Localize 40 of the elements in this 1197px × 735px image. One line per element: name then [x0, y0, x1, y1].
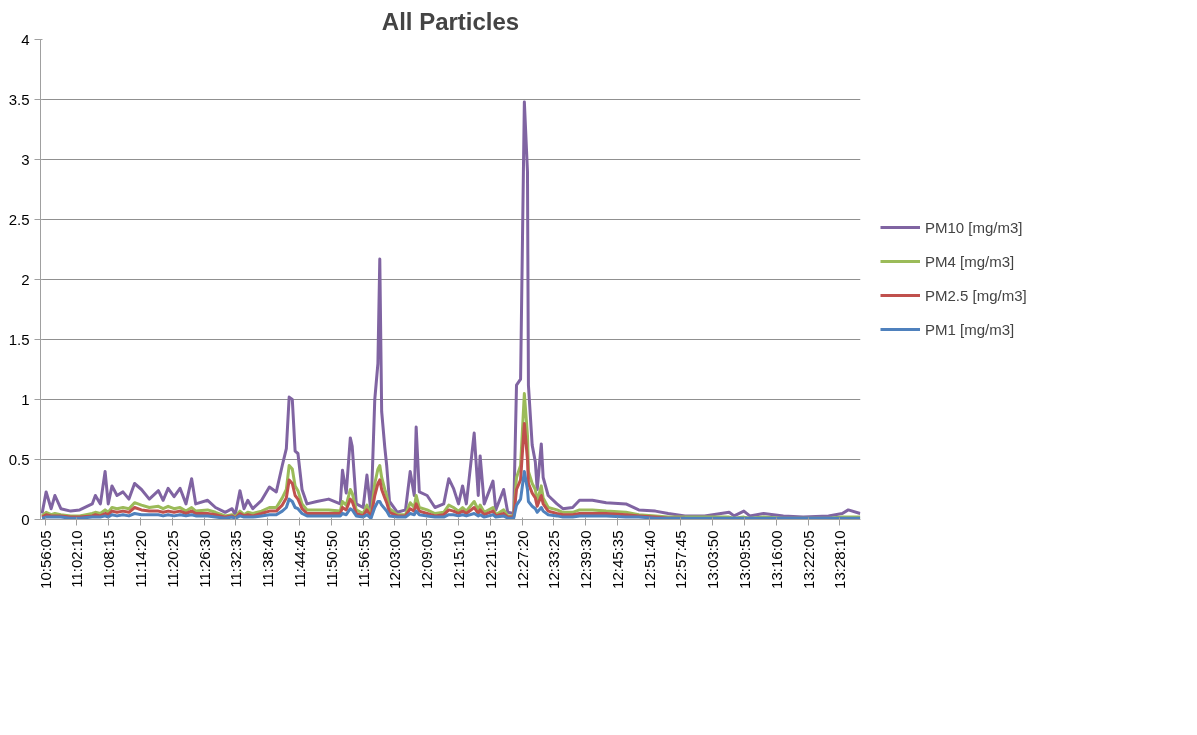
- x-tick-label: 12:57:45: [672, 530, 690, 589]
- legend-label: PM10 [mg/m3]: [925, 218, 1023, 236]
- x-tick-label: 12:51:40: [640, 530, 658, 589]
- x-tick-label: 12:03:00: [386, 530, 404, 589]
- x-tick-label: 13:22:05: [799, 530, 817, 589]
- x-tick-label: 11:08:15: [100, 530, 118, 588]
- x-tick-label: 12:39:30: [577, 530, 595, 589]
- y-tick-label: 2: [21, 270, 30, 288]
- x-tick-label: 13:28:10: [831, 530, 849, 589]
- x-tick-label: 11:26:30: [195, 530, 213, 588]
- x-tick-label: 11:02:10: [68, 530, 86, 588]
- x-tick-label: 11:20:25: [163, 530, 181, 588]
- x-tick-label: 13:16:00: [767, 530, 785, 589]
- x-tick-label: 12:21:15: [481, 530, 499, 589]
- x-tick-label: 10:56:05: [36, 530, 54, 589]
- x-tick-label: 12:45:35: [608, 530, 626, 589]
- x-tick-label: 12:33:25: [545, 530, 563, 589]
- y-tick-label: 0.5: [8, 450, 30, 468]
- x-tick-label: 13:09:55: [736, 530, 754, 589]
- x-tick-label: 11:14:20: [132, 530, 149, 588]
- y-tick-label: 2.5: [8, 210, 30, 228]
- y-tick-label: 0: [21, 510, 30, 528]
- x-tick-label: 11:56:55: [354, 530, 372, 588]
- x-tick-label: 12:09:05: [418, 530, 436, 589]
- x-tick-label: 11:32:35: [227, 530, 245, 588]
- x-tick-label: 12:27:20: [513, 530, 531, 589]
- x-tick-label: 11:50:50: [322, 530, 340, 588]
- x-tick-label: 11:38:40: [259, 530, 277, 588]
- x-tick-label: 12:15:10: [449, 530, 467, 589]
- chart-title: All Particles: [381, 7, 520, 35]
- y-tick-label: 4: [21, 30, 30, 48]
- y-tick-label: 1: [21, 390, 30, 408]
- y-tick-label: 3.5: [8, 90, 30, 108]
- x-tick-label: 11:44:45: [290, 530, 308, 588]
- y-tick-label: 1.5: [8, 330, 30, 348]
- legend-label: PM2.5 [mg/m3]: [925, 286, 1027, 304]
- y-tick-label: 3: [21, 150, 30, 168]
- x-tick-label: 13:03:50: [704, 530, 722, 589]
- legend-label: PM1 [mg/m3]: [925, 320, 1015, 338]
- legend-label: PM4 [mg/m3]: [925, 252, 1015, 270]
